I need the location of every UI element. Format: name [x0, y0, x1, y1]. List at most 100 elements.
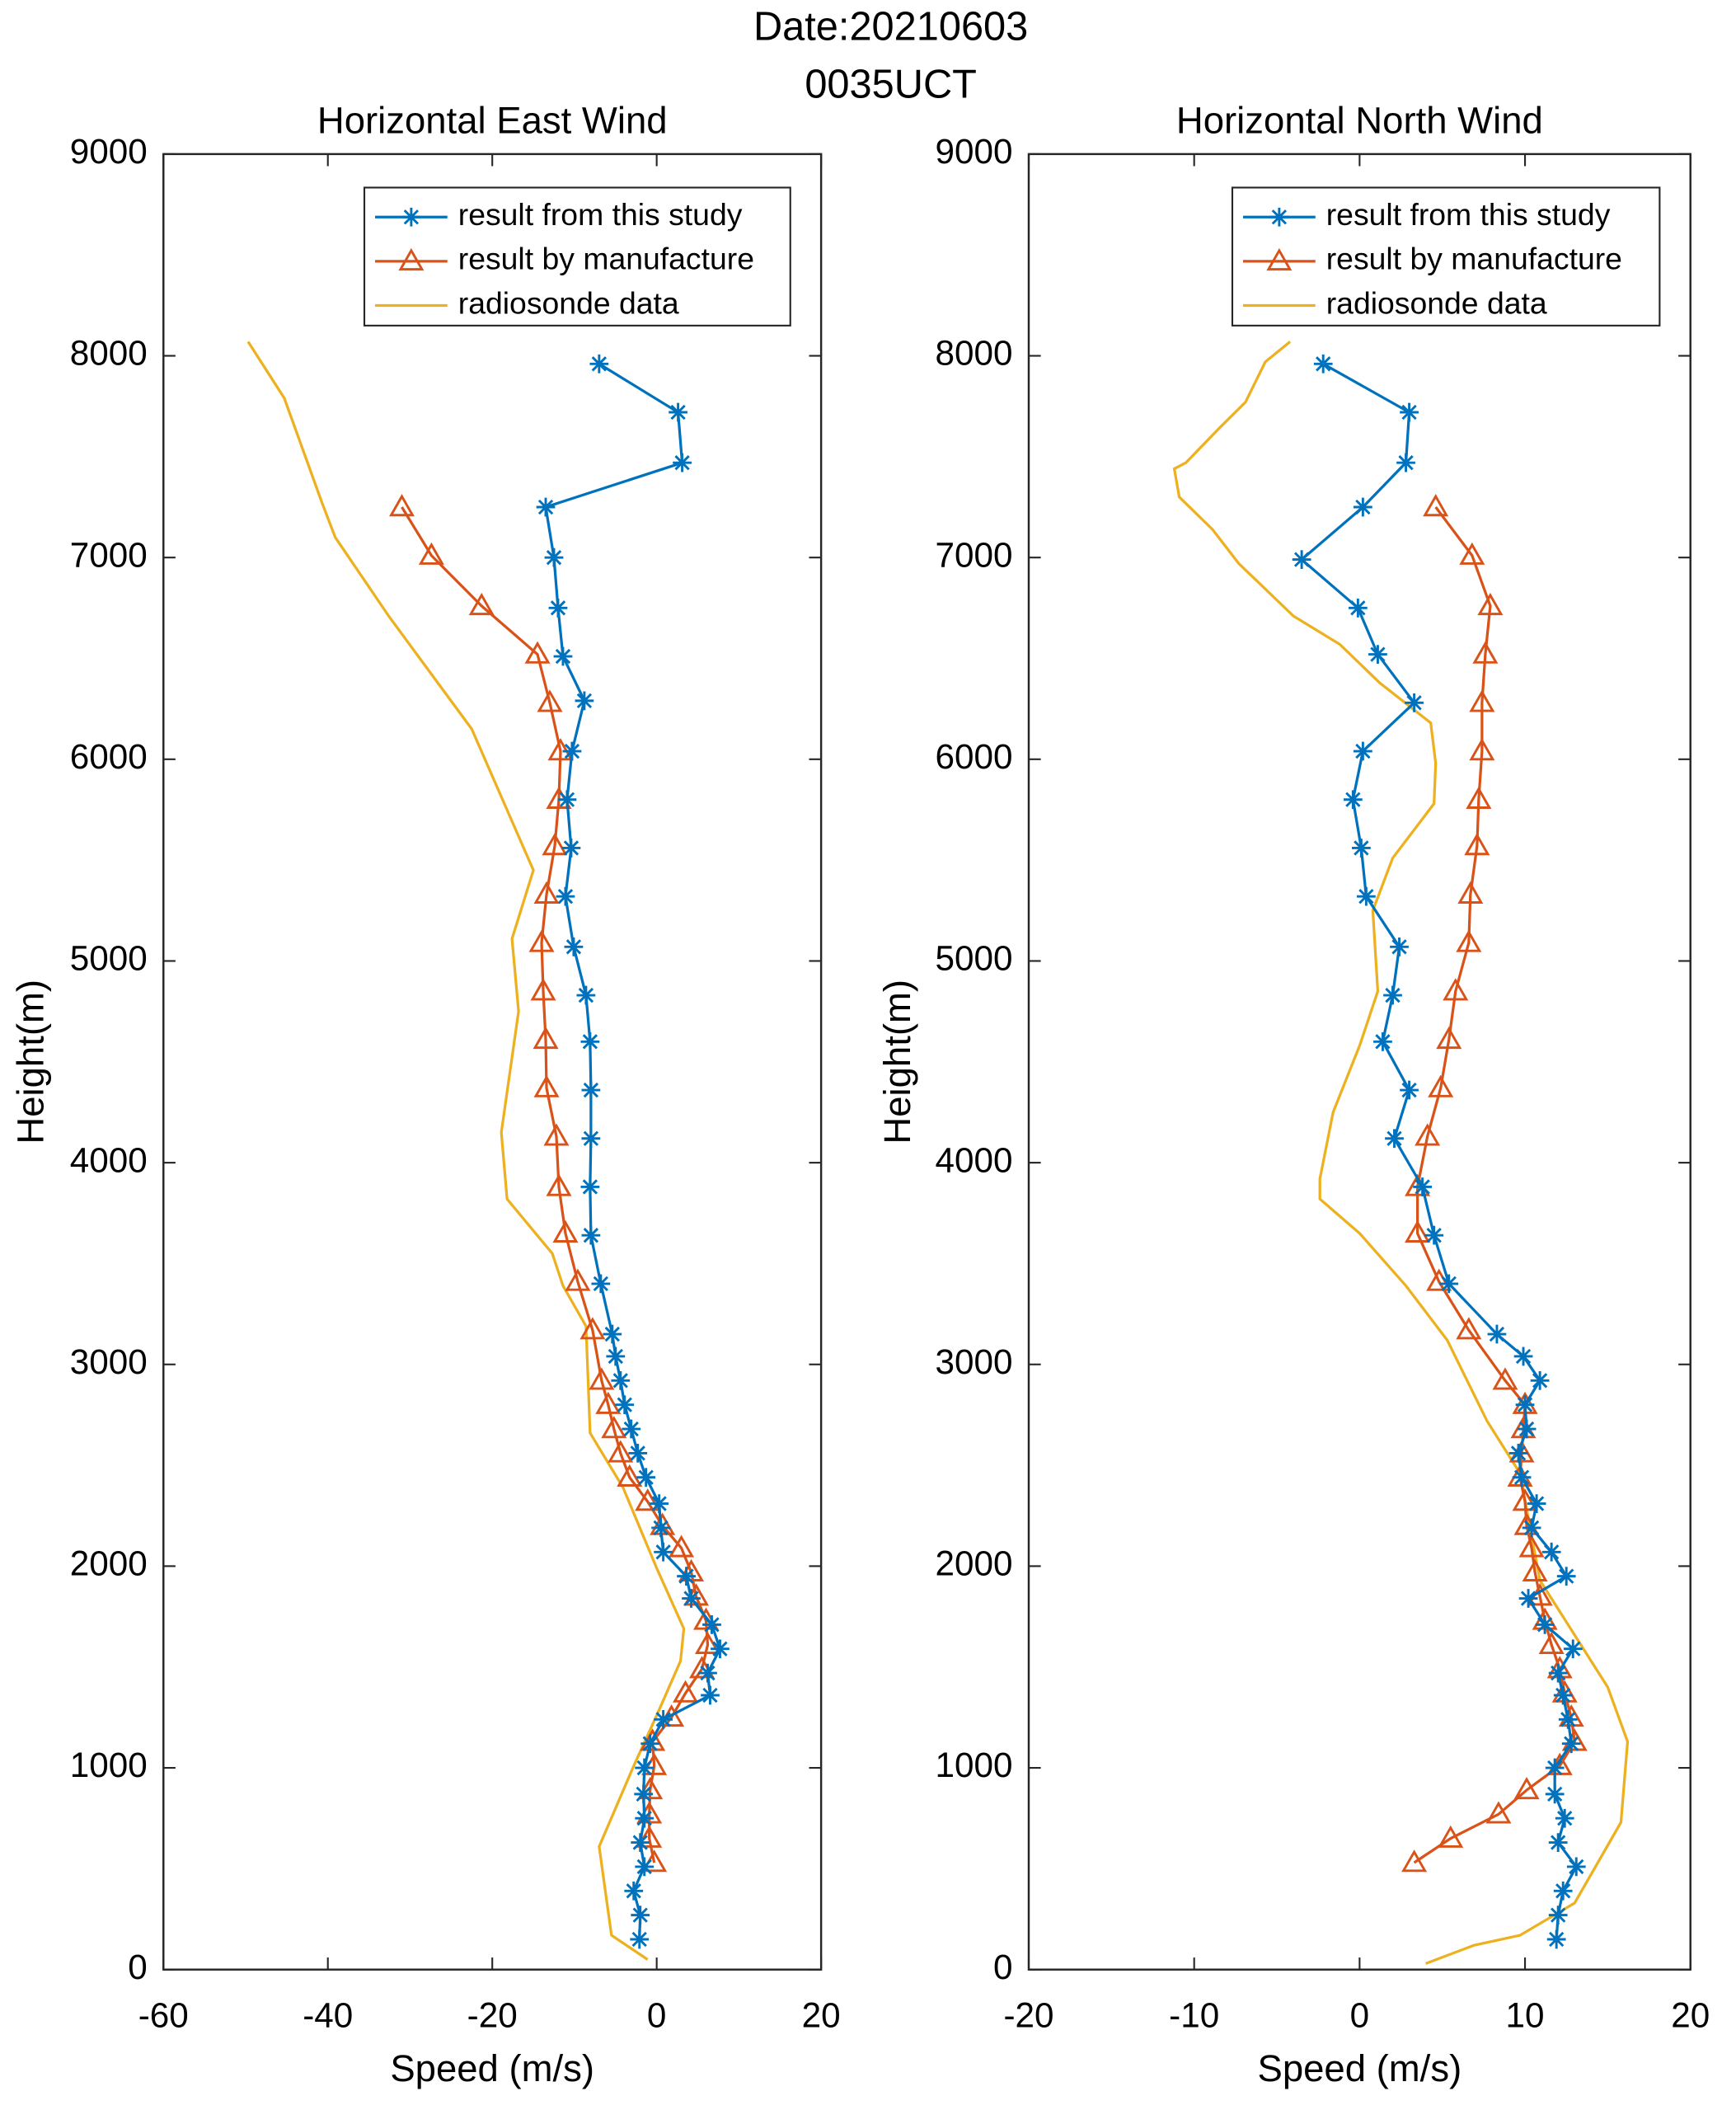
triangle-marker	[528, 929, 555, 952]
asterisk-marker	[556, 886, 575, 906]
asterisk-marker	[1545, 1784, 1565, 1804]
asterisk-marker	[635, 1857, 655, 1877]
triangle-marker	[398, 247, 425, 271]
asterisk-marker	[1357, 886, 1376, 906]
y-tick-label: 0	[993, 1948, 1013, 1986]
asterisk-marker	[698, 1663, 717, 1683]
figure-title: Date:20210603	[753, 5, 1028, 49]
triangle-marker	[1492, 1367, 1518, 1390]
asterisk-marker	[1508, 1444, 1528, 1463]
asterisk-marker	[564, 937, 584, 956]
asterisk-marker	[1548, 1663, 1568, 1683]
asterisk-marker	[1400, 402, 1419, 422]
asterisk-marker	[631, 1906, 650, 1925]
asterisk-marker	[1343, 790, 1363, 810]
asterisk-marker	[553, 646, 573, 666]
asterisk-marker	[1541, 1542, 1561, 1562]
triangle-marker	[418, 542, 444, 565]
x-tick-label: -20	[467, 1995, 518, 2034]
asterisk-marker	[1513, 1346, 1533, 1366]
legend-label: radiosonde data	[458, 285, 679, 320]
axes-title: Horizontal North Wind	[1176, 100, 1543, 142]
legend-label: result by manufacture	[458, 242, 754, 276]
triangle-marker	[546, 1173, 572, 1196]
x-tick-label: -10	[1169, 1995, 1219, 2034]
triangle-marker	[533, 1074, 560, 1097]
legend-label: radiosonde data	[1326, 285, 1547, 320]
asterisk-marker	[606, 1346, 626, 1366]
asterisk-marker	[1400, 1080, 1419, 1100]
axes-title: Horizontal East Wind	[317, 100, 668, 142]
asterisk-marker	[1515, 1395, 1535, 1415]
asterisk-marker	[1553, 1881, 1573, 1901]
asterisk-marker	[630, 1929, 650, 1949]
x-axis-label: Speed (m/s)	[1257, 2047, 1462, 2089]
asterisk-marker	[576, 985, 596, 1005]
x-tick-label: 0	[1350, 1995, 1369, 2034]
triangle-marker	[543, 1123, 570, 1146]
y-tick-label: 4000	[70, 1140, 148, 1179]
triangle-marker	[1466, 786, 1492, 809]
asterisk-marker	[1555, 1808, 1574, 1828]
y-tick-label: 1000	[936, 1746, 1013, 1784]
triangle-marker	[1485, 1801, 1512, 1824]
triangle-marker	[635, 1488, 661, 1511]
triangle-marker	[1415, 1123, 1441, 1146]
triangle-marker	[1438, 1825, 1464, 1848]
triangle-marker	[1457, 881, 1484, 904]
legend-label: result from this study	[1326, 197, 1611, 232]
x-tick-label: -40	[303, 1995, 353, 2034]
asterisk-marker	[669, 402, 687, 422]
asterisk-marker	[581, 1080, 601, 1100]
asterisk-marker	[581, 1225, 601, 1245]
asterisk-marker	[1385, 1129, 1404, 1149]
triangle-marker	[1477, 592, 1504, 616]
asterisk-marker	[603, 1324, 622, 1344]
y-tick-label: 7000	[936, 535, 1013, 574]
axes-box	[162, 153, 823, 1971]
asterisk-marker	[1563, 1639, 1583, 1659]
asterisk-marker	[591, 1274, 611, 1294]
triangle-marker	[601, 1416, 627, 1439]
x-tick-label: 20	[802, 1995, 841, 2034]
series-line	[246, 341, 686, 1961]
asterisk-marker	[1556, 1567, 1576, 1586]
asterisk-marker	[651, 1518, 671, 1538]
asterisk-marker	[1269, 207, 1289, 227]
asterisk-marker	[624, 1881, 644, 1901]
x-tick-label: 0	[647, 1995, 667, 2034]
triangle-marker	[1469, 689, 1495, 712]
y-tick-label: 1000	[70, 1746, 148, 1784]
triangle-marker	[1436, 1026, 1462, 1050]
triangle-marker	[524, 641, 551, 664]
triangle-marker	[1428, 1074, 1454, 1097]
asterisk-marker	[1517, 1419, 1537, 1439]
series-line	[544, 362, 722, 1940]
asterisk-marker	[1354, 741, 1372, 761]
y-tick-label: 8000	[936, 334, 1013, 373]
asterisk-marker	[1313, 354, 1333, 374]
triangle-marker	[1456, 1317, 1482, 1340]
asterisk-marker	[580, 1177, 600, 1196]
y-tick-label: 2000	[70, 1544, 148, 1583]
asterisk-marker	[634, 1784, 654, 1804]
y-tick-label: 9000	[936, 132, 1013, 171]
triangle-marker	[1507, 1464, 1533, 1487]
asterisk-marker	[711, 1639, 730, 1659]
figure-subtitle: 0035UCT	[805, 62, 977, 106]
asterisk-marker	[1373, 1032, 1392, 1051]
triangle-marker	[1513, 1777, 1540, 1800]
y-tick-label: 9000	[70, 132, 148, 171]
asterisk-marker	[1527, 1494, 1546, 1513]
x-tick-label: 20	[1671, 1995, 1710, 2034]
asterisk-marker	[702, 1614, 721, 1634]
asterisk-marker	[1548, 1906, 1568, 1925]
asterisk-marker	[1383, 985, 1402, 1005]
asterisk-marker	[575, 691, 594, 711]
triangle-marker	[530, 978, 556, 1001]
legend-label: result by manufacture	[1326, 242, 1622, 276]
asterisk-marker	[654, 1542, 673, 1562]
asterisk-marker	[677, 1567, 696, 1586]
triangle-marker	[1522, 1558, 1548, 1581]
